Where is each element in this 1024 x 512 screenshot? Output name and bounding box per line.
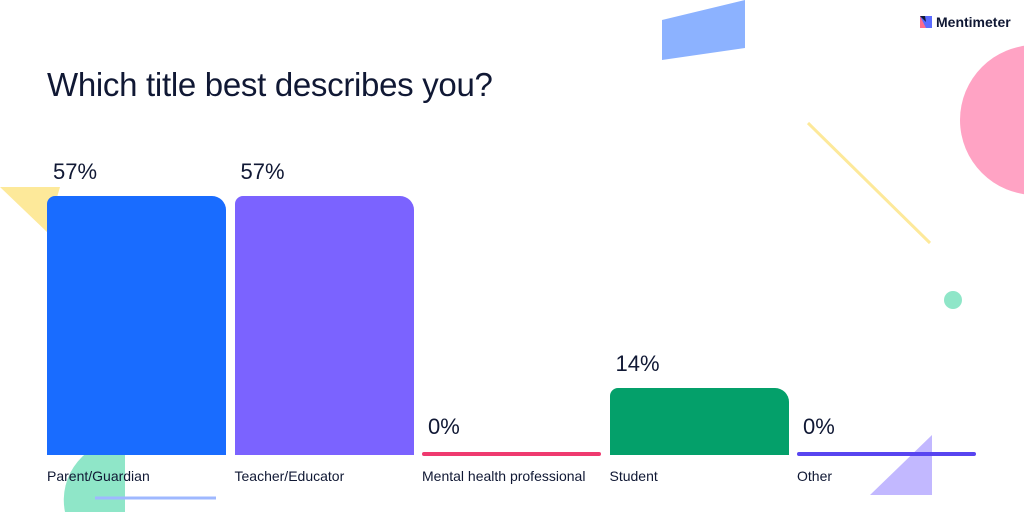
- decor-parallelogram: [662, 0, 745, 60]
- decor-line-yellow: [806, 121, 932, 245]
- category-label: Parent/Guardian: [47, 468, 150, 484]
- bar: [47, 196, 226, 455]
- brand-name: Mentimeter: [936, 14, 1011, 30]
- mentimeter-logo: Mentimeter: [920, 14, 1011, 30]
- data-label: 57%: [53, 159, 98, 184]
- bar: [609, 387, 789, 455]
- question-title: Which title best describes you?: [47, 66, 493, 103]
- decor-triangle-purple: [870, 435, 932, 495]
- mentimeter-logo-icon: [920, 16, 932, 28]
- data-label: 0%: [428, 414, 460, 439]
- category-label: Other: [797, 468, 833, 484]
- bar-zero: [422, 452, 601, 456]
- bar: [234, 196, 414, 455]
- data-label: 14%: [615, 350, 660, 376]
- category-label: Mental health professional: [422, 468, 586, 484]
- decor-dot-green: [944, 291, 962, 309]
- decor-circle-pink: [960, 45, 1024, 195]
- data-label: 57%: [240, 159, 285, 184]
- category-label: Teacher/Educator: [234, 468, 345, 484]
- decor-semicircle-green: [63, 439, 125, 512]
- data-label: 0%: [803, 414, 835, 439]
- category-label: Student: [609, 468, 658, 484]
- decor-triangle-yellow: [0, 187, 60, 232]
- bar-zero: [797, 452, 976, 456]
